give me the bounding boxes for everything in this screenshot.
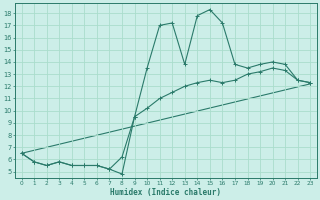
X-axis label: Humidex (Indice chaleur): Humidex (Indice chaleur) [110, 188, 221, 197]
